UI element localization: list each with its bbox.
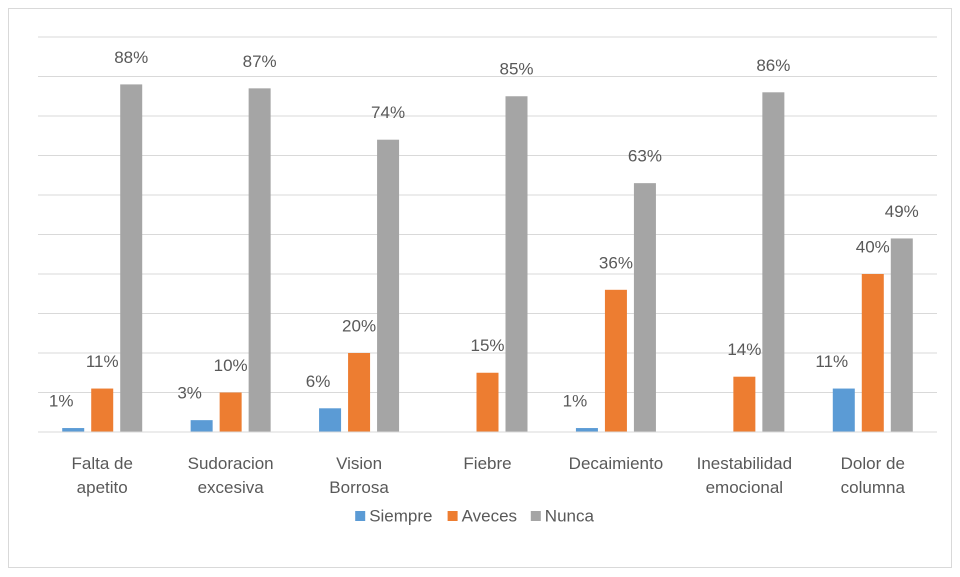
x-tick-label: Sudoracion excesiva xyxy=(187,454,274,497)
x-tick-label: Inestabilidad emocional xyxy=(696,454,793,497)
legend-swatch xyxy=(530,511,541,521)
legend-swatch xyxy=(355,511,366,521)
data-label: 88% xyxy=(114,48,148,67)
data-label: 87% xyxy=(243,52,277,71)
bar xyxy=(861,274,884,432)
x-tick-label: Dolor de columna xyxy=(840,454,905,497)
data-label: 63% xyxy=(628,147,662,166)
data-label: 10% xyxy=(214,356,248,375)
bar xyxy=(319,408,342,432)
data-label: 15% xyxy=(470,336,504,355)
x-tick-label: Decaimiento xyxy=(568,454,664,473)
data-label: 40% xyxy=(856,237,890,256)
data-label: 86% xyxy=(756,56,790,75)
bar xyxy=(733,376,756,432)
bar xyxy=(505,96,528,432)
bar xyxy=(832,388,855,432)
bar xyxy=(762,92,785,433)
bar xyxy=(91,388,114,432)
chart-border xyxy=(8,8,952,568)
x-tick-label: Vision Borrosa xyxy=(329,454,389,497)
data-label: 11% xyxy=(86,352,119,371)
data-label: 20% xyxy=(342,316,376,335)
data-label: 14% xyxy=(727,340,761,359)
bar xyxy=(604,289,627,432)
x-tick-label: Fiebre xyxy=(463,454,512,473)
data-label: 49% xyxy=(885,202,919,221)
bar xyxy=(219,392,242,432)
x-tick-label: Falta de apetito xyxy=(71,454,133,497)
data-label: 3% xyxy=(177,384,202,403)
bar xyxy=(476,372,499,432)
data-label: 6% xyxy=(306,372,331,391)
legend-label: Nunca xyxy=(545,506,595,525)
legend-label: Aveces xyxy=(462,506,517,525)
data-label: 85% xyxy=(499,60,533,79)
data-label: 1% xyxy=(49,392,74,411)
bar xyxy=(120,84,143,433)
bar xyxy=(62,428,85,432)
bar xyxy=(248,88,271,432)
data-label: 74% xyxy=(371,103,405,122)
bar xyxy=(190,420,213,432)
bar xyxy=(633,183,656,432)
bar xyxy=(348,353,371,432)
bar xyxy=(890,238,913,432)
bar xyxy=(575,428,598,432)
legend-swatch xyxy=(447,511,458,521)
data-label: 36% xyxy=(599,253,633,272)
data-label: 1% xyxy=(563,392,588,411)
bar xyxy=(377,139,400,432)
legend-label: Siempre xyxy=(369,506,432,525)
data-label: 11% xyxy=(815,352,848,371)
